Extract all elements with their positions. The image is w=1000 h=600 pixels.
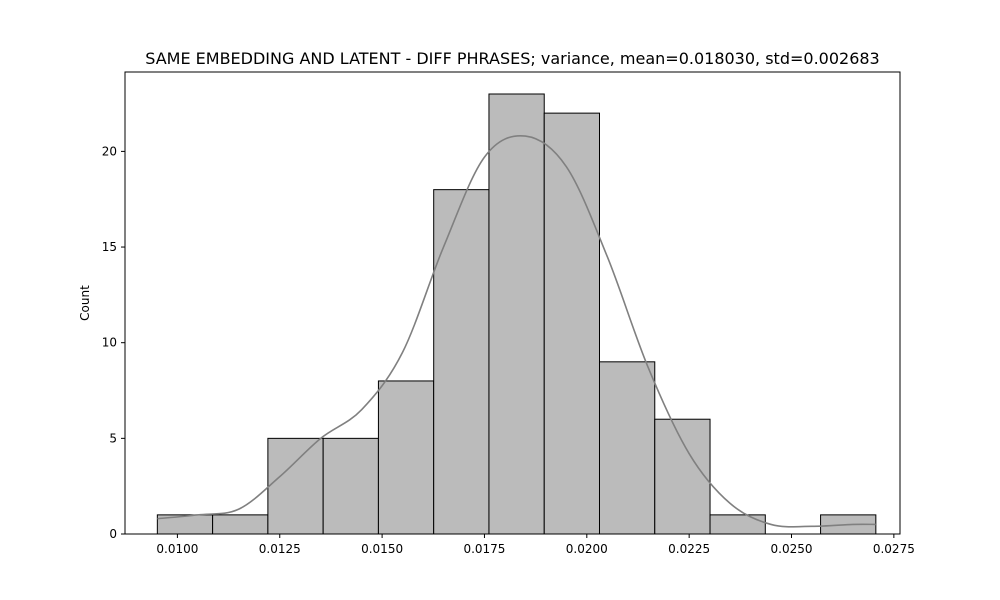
histogram-bar	[433, 189, 490, 535]
chart-title: SAME EMBEDDING AND LATENT - DIFF PHRASES…	[145, 49, 879, 68]
histogram-bar	[267, 437, 324, 535]
x-tick-label: 0.0250	[771, 542, 813, 556]
histogram-bar	[654, 418, 711, 535]
histogram-bar	[598, 361, 656, 535]
histogram-bar	[377, 380, 435, 535]
plot-frame	[124, 71, 901, 535]
x-tick-label: 0.0225	[668, 542, 710, 556]
x-tick-label: 0.0275	[873, 542, 915, 556]
y-tick-label: 0	[109, 527, 117, 541]
kde-curve	[157, 134, 876, 528]
y-tick-label: 15	[102, 240, 117, 254]
histogram-bar	[212, 514, 269, 535]
bars-group	[156, 93, 877, 535]
y-axis: 0 5 10 15 20	[102, 144, 125, 541]
x-tick-label: 0.0175	[463, 542, 505, 556]
x-axis: 0.0100 0.0125 0.0150 0.0175 0.0200 0.0225 0.02…	[156, 534, 915, 556]
histogram-bar	[709, 514, 766, 535]
x-tick-label: 0.0125	[259, 542, 301, 556]
y-axis-label: Count	[78, 285, 92, 321]
histogram-bar	[322, 437, 379, 535]
y-tick-label: 10	[102, 336, 117, 350]
y-tick-label: 20	[102, 144, 117, 158]
y-tick-label: 5	[109, 431, 117, 445]
histogram-bar	[543, 112, 600, 535]
x-tick-label: 0.0150	[361, 542, 403, 556]
histogram-bar	[488, 93, 545, 535]
x-tick-label: 0.0200	[566, 542, 608, 556]
x-tick-label: 0.0100	[156, 542, 198, 556]
